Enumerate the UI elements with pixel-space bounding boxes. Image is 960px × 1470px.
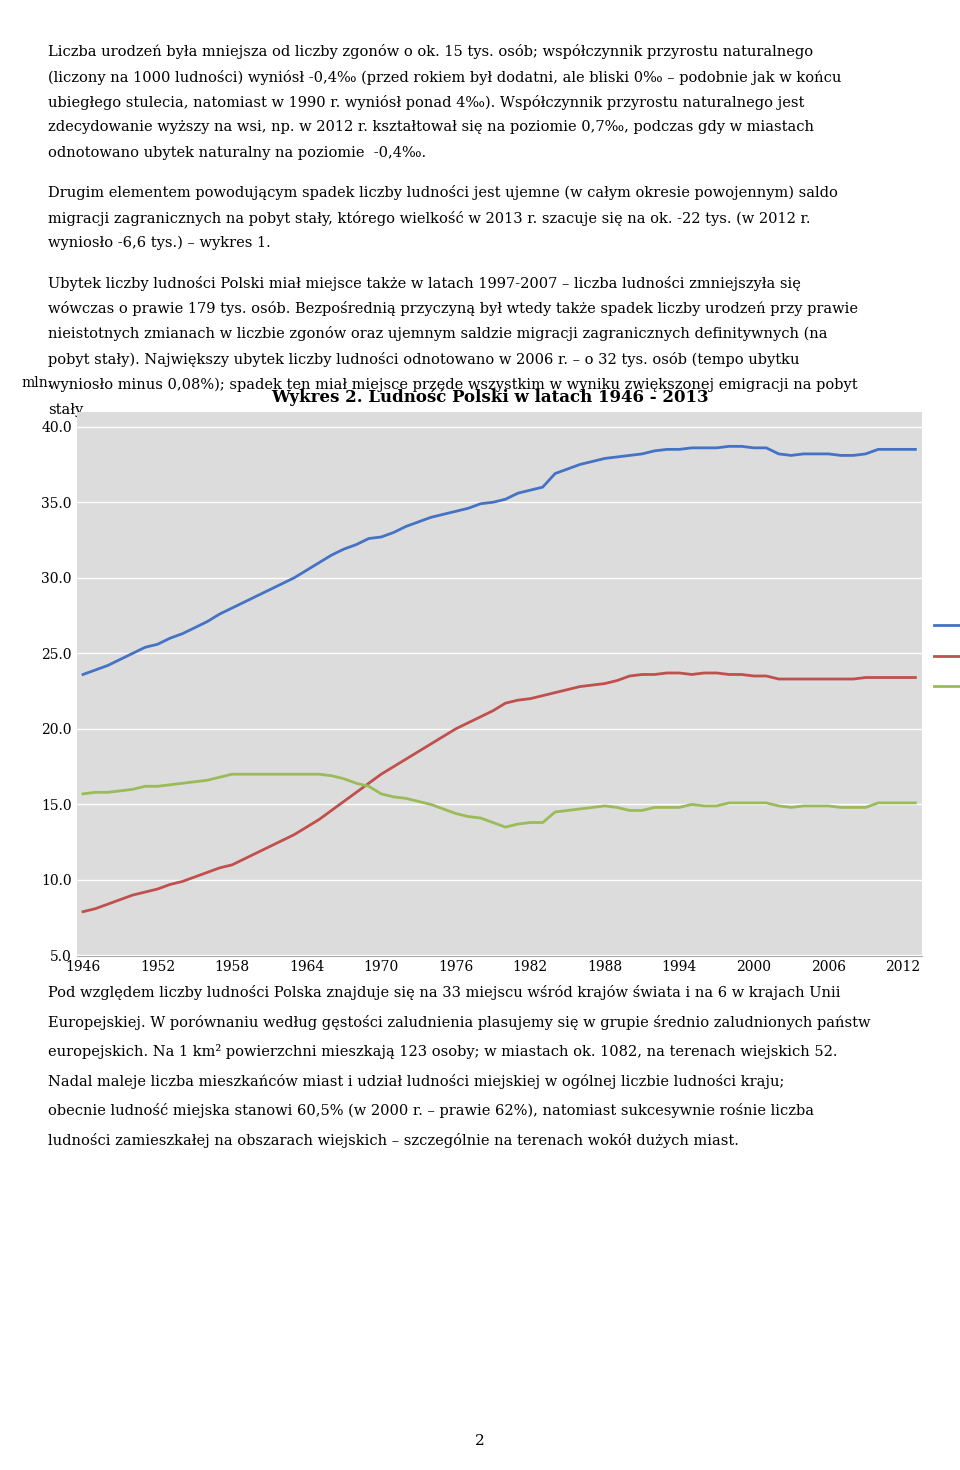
Text: mln.: mln. <box>22 376 53 390</box>
Text: Ubytek liczby ludności Polski miał miejsce także w latach 1997-2007 – liczba lud: Ubytek liczby ludności Polski miał miejs… <box>48 275 801 291</box>
Text: Wykres 2. Ludność Polski w latach 1946 - 2013: Wykres 2. Ludność Polski w latach 1946 -… <box>271 388 708 406</box>
Text: ubiegłego stulecia, natomiast w 1990 r. wyniósł ponad 4‰). Współczynnik przyrost: ubiegłego stulecia, natomiast w 1990 r. … <box>48 96 804 110</box>
Text: wówczas o prawie 179 tys. osób. Bezpośrednią przyczyną był wtedy także spadek li: wówczas o prawie 179 tys. osób. Bezpośre… <box>48 301 858 316</box>
Text: ludności zamieszkałej na obszarach wiejskich – szczególnie na terenach wokół duż: ludności zamieszkałej na obszarach wiejs… <box>48 1133 739 1148</box>
Text: (liczony na 1000 ludności) wyniósł -0,4‰ (przed rokiem był dodatni, ale bliski 0: (liczony na 1000 ludności) wyniósł -0,4‰… <box>48 69 841 84</box>
Legend: Ogółem, Miasta, Wieś: Ogółem, Miasta, Wieś <box>928 613 960 700</box>
Text: obecnie ludność miejska stanowi 60,5% (w 2000 r. – prawie 62%), natomiast sukces: obecnie ludność miejska stanowi 60,5% (w… <box>48 1104 814 1119</box>
Text: wyniosło minus 0,08%); spadek ten miał miejsce przede wszystkim w wyniku zwiększ: wyniosło minus 0,08%); spadek ten miał m… <box>48 378 857 391</box>
Text: wyniosło -6,6 tys.) – wykres 1.: wyniosło -6,6 tys.) – wykres 1. <box>48 237 271 250</box>
Text: Europejskiej. W porównaniu według gęstości zaludnienia plasujemy się w grupie śr: Europejskiej. W porównaniu według gęstoś… <box>48 1014 871 1029</box>
Text: Drugim elementem powodującym spadek liczby ludności jest ujemne (w całym okresie: Drugim elementem powodującym spadek licz… <box>48 185 838 200</box>
Text: 2: 2 <box>475 1433 485 1448</box>
Text: zdecydowanie wyższy na wsi, np. w 2012 r. kształtował się na poziomie 0,7‰, podc: zdecydowanie wyższy na wsi, np. w 2012 r… <box>48 121 814 134</box>
Text: stały.: stały. <box>48 403 85 416</box>
Text: Nadal maleje liczba mieszkańców miast i udział ludności miejskiej w ogólnej licz: Nadal maleje liczba mieszkańców miast i … <box>48 1073 784 1089</box>
Text: odnotowano ubytek naturalny na poziomie  -0,4‰.: odnotowano ubytek naturalny na poziomie … <box>48 146 426 160</box>
Text: pobyt stały). Największy ubytek liczby ludności odnotowano w 2006 r. – o 32 tys.: pobyt stały). Największy ubytek liczby l… <box>48 351 800 366</box>
Text: migracji zagranicznych na pobyt stały, którego wielkość w 2013 r. szacuje się na: migracji zagranicznych na pobyt stały, k… <box>48 210 810 225</box>
Text: nieistotnych zmianach w liczbie zgonów oraz ujemnym saldzie migracji zagraniczny: nieistotnych zmianach w liczbie zgonów o… <box>48 326 828 341</box>
Text: Pod względem liczby ludności Polska znajduje się na 33 miejscu wśród krajów świa: Pod względem liczby ludności Polska znaj… <box>48 985 841 1000</box>
Text: Liczba urodzeń była mniejsza od liczby zgonów o ok. 15 tys. osób; współczynnik p: Liczba urodzeń była mniejsza od liczby z… <box>48 44 813 59</box>
Text: europejskich. Na 1 km² powierzchni mieszkają 123 osoby; w miastach ok. 1082, na : europejskich. Na 1 km² powierzchni miesz… <box>48 1044 837 1060</box>
